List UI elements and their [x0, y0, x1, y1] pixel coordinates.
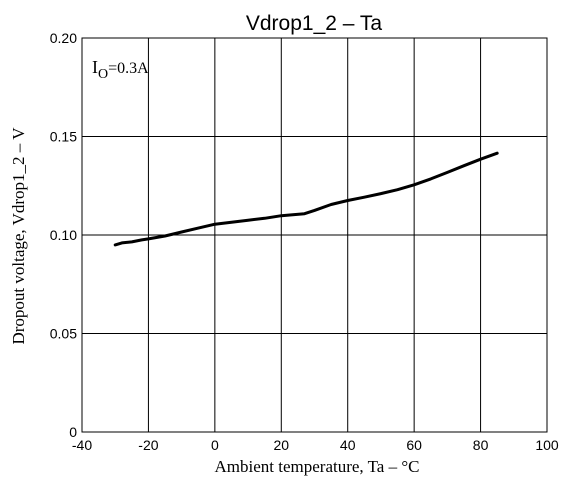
series-line: [113, 151, 499, 247]
x-tick-label: -40: [72, 437, 92, 453]
series-layer: [113, 151, 499, 247]
y-axis-ticks: 0 0.05 0.10 0.15 0.20: [50, 30, 77, 440]
annotation-subscript: O: [98, 67, 108, 82]
x-tick-label: 0: [211, 437, 219, 453]
y-tick-label: 0.20: [50, 30, 77, 46]
y-tick-label: 0.10: [50, 227, 77, 243]
annotation-symbol: I: [92, 57, 98, 77]
chart-title: Vdrop1_2 – Ta: [246, 12, 383, 35]
plot-frame: [81, 37, 548, 433]
x-axis-ticks: -40 -20 0 20 40 60 80 100: [72, 437, 559, 453]
grid: [82, 38, 547, 432]
x-axis-label: Ambient temperature, Ta – °C: [215, 457, 420, 476]
x-tick-label: 100: [535, 437, 559, 453]
y-tick-label: 0.05: [50, 326, 77, 342]
y-tick-label: 0.15: [50, 129, 77, 145]
x-tick-label: -20: [138, 437, 158, 453]
annotation-value: =0.3A: [108, 60, 149, 77]
condition-annotation: IO=0.3A: [92, 57, 149, 82]
x-tick-label: 80: [473, 437, 489, 453]
y-axis-label: Dropout voltage, Vdrop1_2 – V: [9, 127, 28, 345]
x-tick-label: 60: [406, 437, 422, 453]
x-tick-label: 40: [340, 437, 356, 453]
y-tick-label: 0: [69, 424, 77, 440]
x-tick-label: 20: [273, 437, 289, 453]
